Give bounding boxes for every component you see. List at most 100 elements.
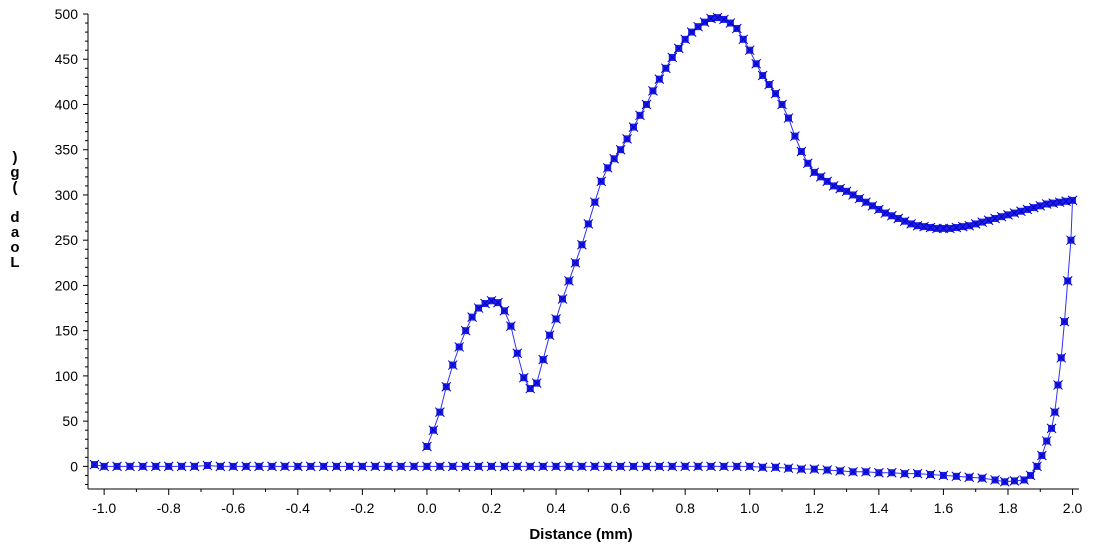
marker-cross: [635, 110, 645, 121]
marker-cross: [796, 146, 807, 157]
marker-cross: [1009, 476, 1020, 486]
marker-cross: [660, 63, 671, 74]
data-point: [654, 461, 665, 472]
x-tick-label: -0.2: [350, 500, 374, 516]
marker-cross: [822, 176, 833, 187]
marker-cross: [254, 461, 264, 472]
data-point: [602, 162, 613, 173]
marker-cross: [589, 197, 600, 208]
x-tick-label: 1.2: [805, 500, 825, 516]
marker-cross: [518, 372, 529, 383]
marker-cross: [757, 70, 768, 81]
marker-cross: [609, 153, 620, 164]
data-point: [615, 461, 626, 472]
data-point: [538, 354, 549, 365]
marker-cross: [744, 461, 755, 472]
data-point: [999, 476, 1010, 487]
data-point: [163, 461, 174, 472]
marker-cross: [428, 425, 439, 436]
data-point: [525, 461, 536, 472]
y-tick-label: 500: [55, 6, 79, 22]
marker-cross: [1037, 450, 1047, 461]
marker-cross: [912, 468, 923, 479]
marker-cross: [841, 186, 852, 197]
x-tick-label: 0.4: [546, 500, 566, 516]
marker-cross: [499, 305, 510, 316]
data-point: [951, 471, 962, 482]
data-point: [861, 466, 871, 477]
y-label-char: (: [13, 179, 18, 196]
marker-cross: [150, 461, 161, 472]
marker-cross: [551, 461, 561, 472]
data-point: [589, 461, 600, 472]
y-tick-label: 350: [55, 142, 79, 158]
data-point: [770, 88, 781, 99]
data-point: [228, 461, 239, 472]
marker-cross: [1032, 461, 1042, 472]
data-point: [938, 470, 949, 481]
data-point: [531, 378, 542, 388]
marker-cross: [848, 466, 858, 477]
data-point: [615, 144, 626, 155]
marker-cross: [886, 467, 897, 478]
marker-cross: [770, 88, 781, 99]
marker-cross: [719, 14, 729, 25]
data-point: [628, 461, 639, 472]
x-tick-label: 0.0: [417, 500, 437, 516]
marker-cross: [602, 162, 613, 173]
x-tick-label: -1.0: [92, 500, 116, 516]
x-tick-label: 1.6: [934, 500, 954, 516]
marker-cross: [815, 172, 826, 182]
marker-cross: [370, 461, 381, 472]
marker-cross: [673, 43, 684, 54]
marker-cross: [551, 314, 561, 324]
data-point: [1046, 423, 1057, 434]
data-point: [150, 461, 161, 472]
marker-cross: [822, 465, 833, 475]
data-point: [434, 407, 445, 417]
y-tick-label: 0: [70, 458, 78, 474]
data-point: [292, 461, 303, 472]
data-point: [473, 461, 484, 472]
marker-cross: [777, 99, 787, 110]
plot-area: [89, 12, 1078, 487]
marker-cross: [809, 464, 820, 474]
marker-cross: [667, 461, 678, 472]
marker-cross: [1046, 423, 1057, 434]
marker-cross: [790, 131, 800, 141]
marker-cross: [331, 461, 342, 472]
marker-cross: [512, 461, 523, 472]
marker-cross: [835, 183, 845, 194]
marker-cross: [228, 461, 239, 472]
marker-cross: [564, 461, 574, 472]
data-point: [751, 58, 762, 69]
marker-cross: [531, 378, 542, 388]
data-point: [1062, 276, 1073, 286]
data-point: [1019, 475, 1029, 485]
marker-cross: [867, 200, 878, 211]
data-point: [925, 469, 936, 480]
marker-cross: [486, 295, 497, 306]
data-point: [1067, 195, 1078, 206]
marker-cross: [422, 461, 432, 472]
data-point: [318, 461, 329, 472]
data-point: [422, 441, 432, 452]
data-point: [738, 34, 749, 45]
marker-cross: [951, 471, 962, 482]
y-tick-label: 400: [55, 96, 79, 112]
series-line: [94, 17, 1074, 483]
marker-cross: [680, 461, 691, 472]
y-tick-label: 250: [55, 232, 79, 248]
marker-cross: [499, 461, 510, 472]
marker-cross: [486, 461, 497, 472]
y-axis-ticks: 0 50 100 150 200 250 300 350 400 450 500: [55, 6, 88, 485]
marker-cross: [654, 74, 665, 84]
data-point: [460, 461, 471, 472]
x-tick-label: -0.8: [157, 500, 181, 516]
marker-cross: [447, 461, 458, 472]
marker-cross: [783, 113, 794, 123]
marker-cross: [89, 459, 100, 470]
data-point: [570, 257, 581, 268]
data-point: [176, 461, 187, 472]
data-point: [912, 468, 923, 479]
